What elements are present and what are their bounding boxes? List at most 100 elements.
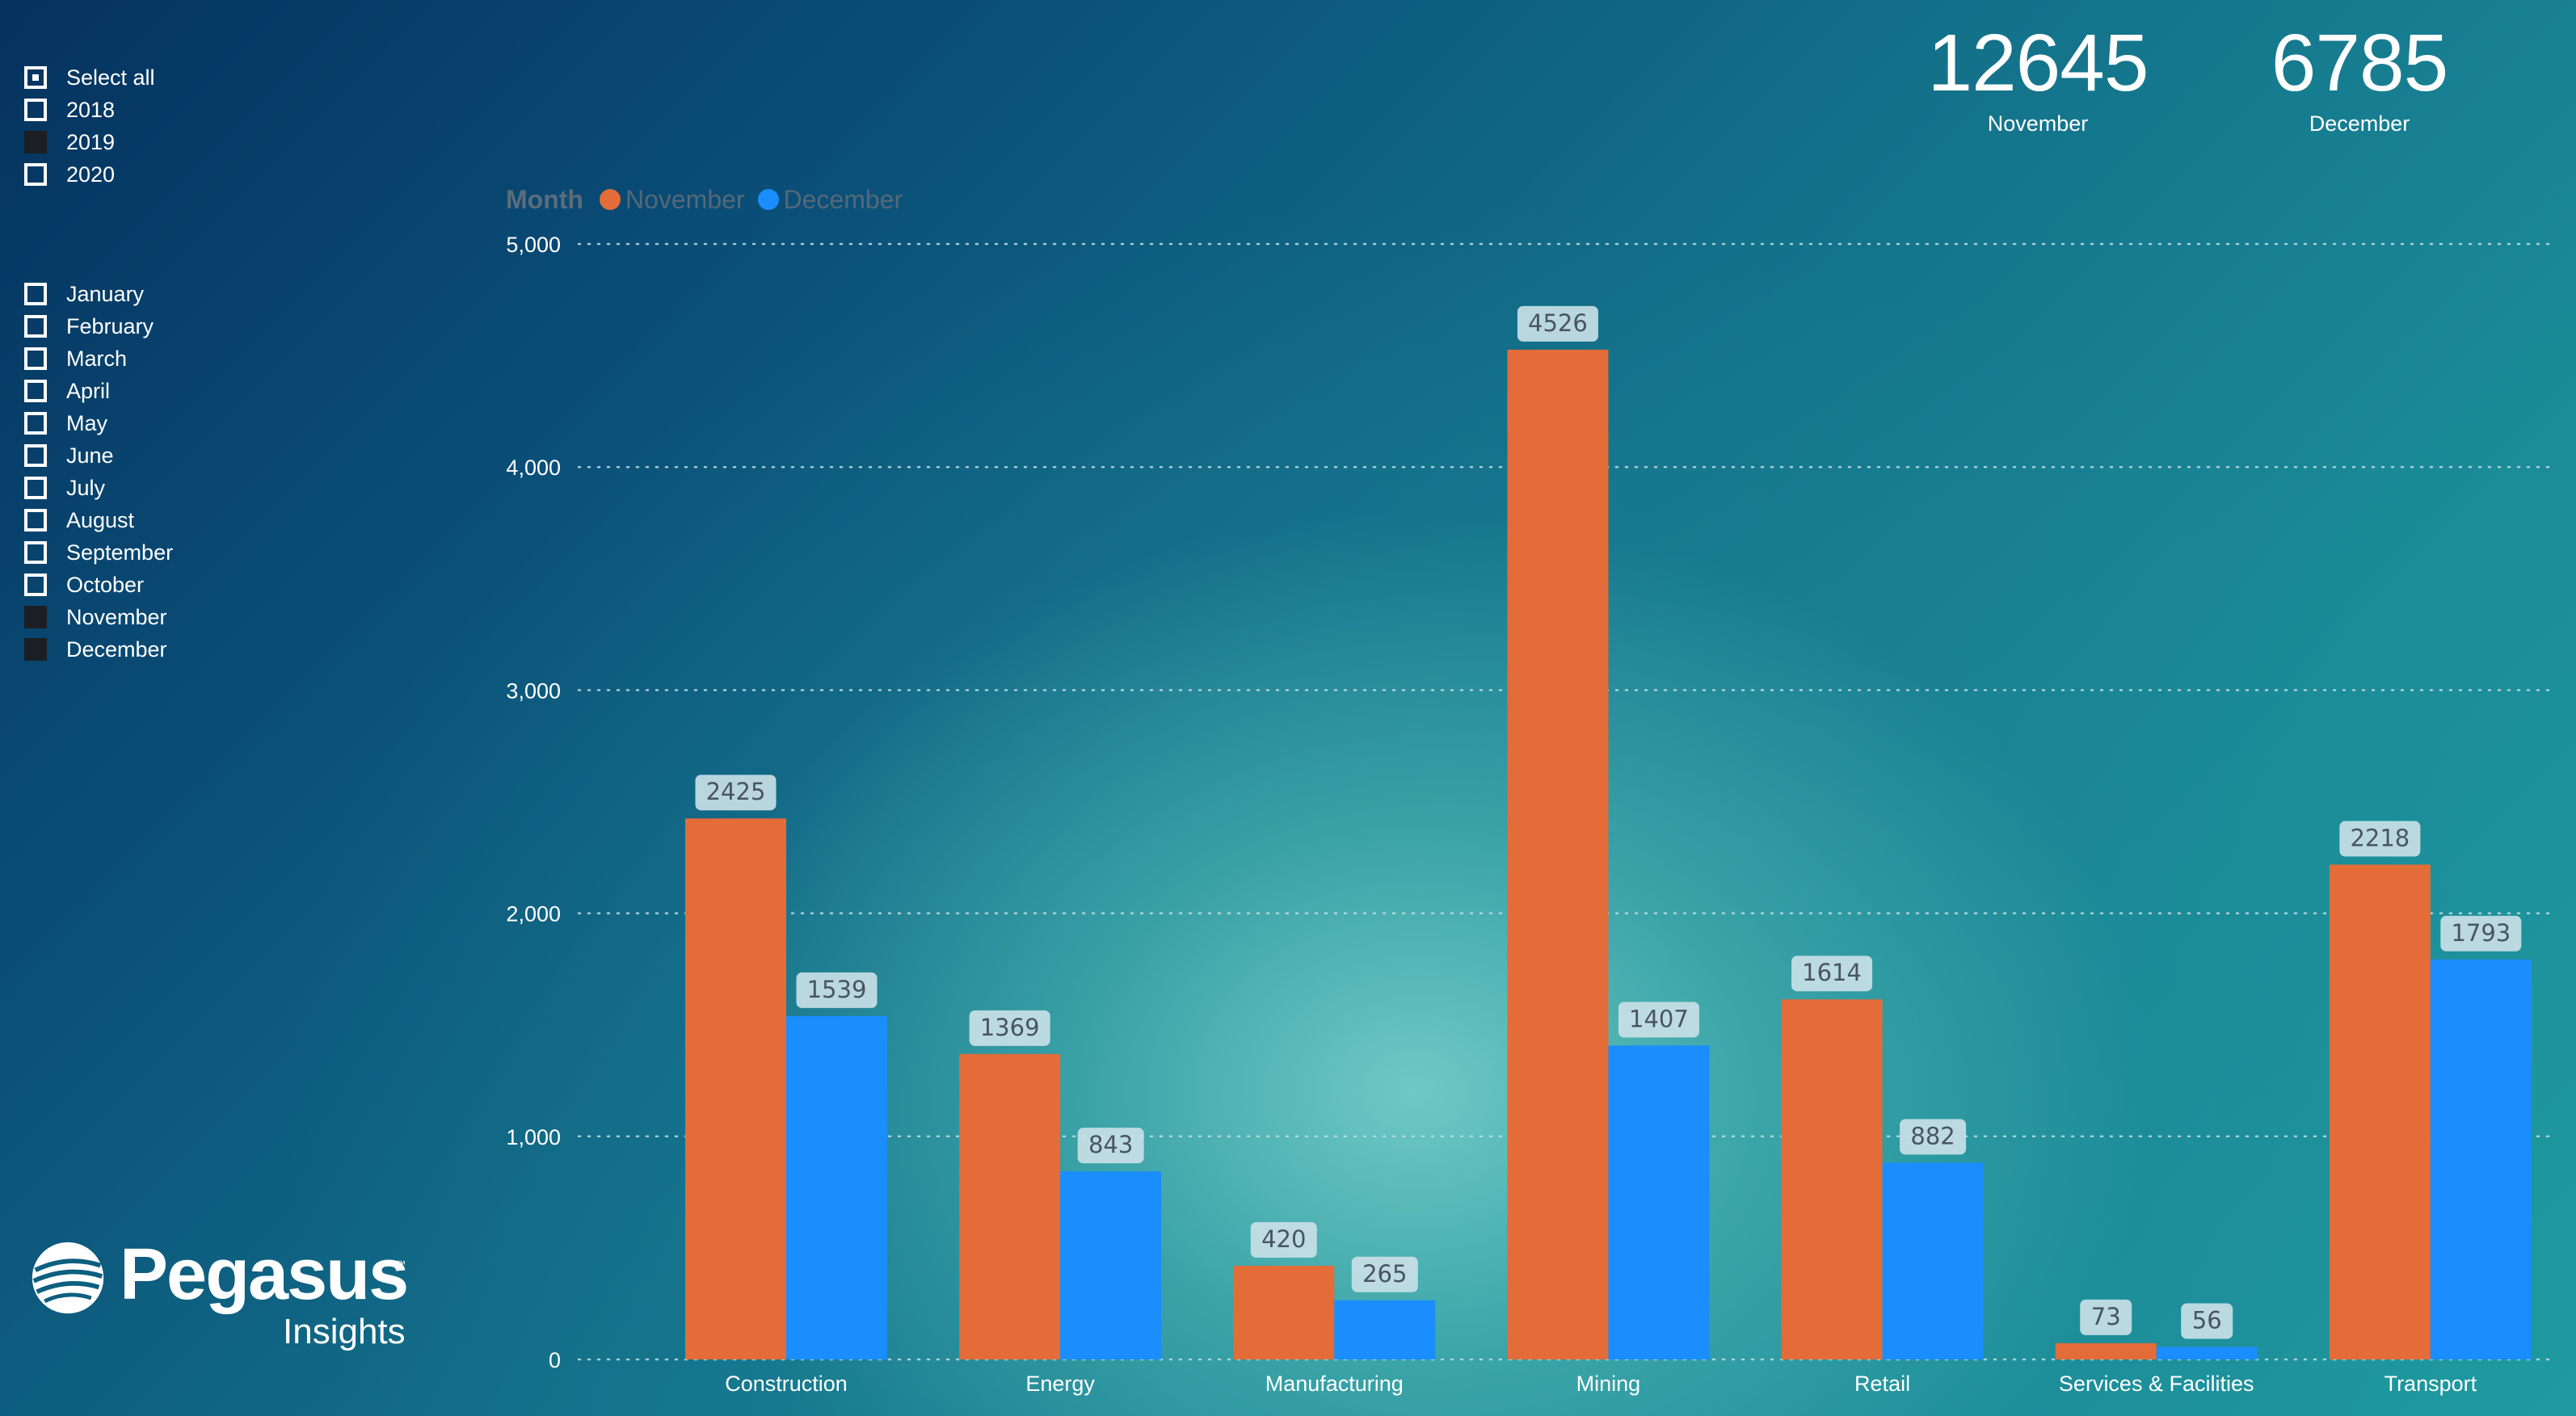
checkbox-icon[interactable] bbox=[24, 131, 47, 153]
month-slicer-item-september[interactable]: September bbox=[24, 536, 173, 569]
year-slicer: Select all 2018 2019 2020 bbox=[24, 61, 155, 191]
year-slicer-item-select-all[interactable]: Select all bbox=[24, 61, 155, 94]
y-tick-label: 0 bbox=[549, 1348, 561, 1372]
month-slicer-item-march[interactable]: March bbox=[24, 342, 173, 375]
logo-trademark: ™ bbox=[396, 1258, 406, 1270]
month-slicer-item-label: July bbox=[66, 476, 106, 500]
data-label-background bbox=[2339, 821, 2421, 857]
data-label: 1369 bbox=[980, 1014, 1040, 1041]
bar-november bbox=[1781, 999, 1883, 1359]
data-label: 265 bbox=[1362, 1260, 1407, 1288]
x-tick-label: Services & Facilities bbox=[2059, 1372, 2254, 1396]
logo-wordmark: Pegasus bbox=[120, 1234, 409, 1315]
month-slicer-item-december[interactable]: December bbox=[24, 633, 173, 666]
month-slicer-item-april[interactable]: April bbox=[24, 375, 173, 407]
data-label-background bbox=[2181, 1303, 2233, 1339]
data-label-background bbox=[1517, 305, 1598, 342]
data-label-background bbox=[1791, 956, 1873, 992]
bar-december bbox=[1608, 1045, 1710, 1359]
bar-december bbox=[1334, 1300, 1436, 1359]
month-slicer-item-label: June bbox=[66, 443, 114, 468]
checkbox-icon[interactable] bbox=[24, 66, 47, 89]
x-tick-label: Construction bbox=[725, 1372, 848, 1396]
checkbox-icon[interactable] bbox=[24, 412, 47, 435]
year-slicer-item-2020[interactable]: 2020 bbox=[24, 158, 155, 191]
legend-dot-december bbox=[757, 189, 779, 210]
month-slicer-item-october[interactable]: October bbox=[24, 569, 173, 601]
legend-item-december[interactable]: December bbox=[757, 184, 903, 215]
bar-november bbox=[1233, 1265, 1335, 1359]
month-slicer-item-label: April bbox=[66, 379, 111, 403]
chart-legend: Month November December bbox=[506, 181, 915, 218]
x-tick-label: Retail bbox=[1854, 1372, 1910, 1396]
data-label-background bbox=[1618, 1002, 1699, 1038]
pegasus-logo: Pegasus ™ Insights bbox=[29, 1234, 417, 1363]
logo-subtitle: Insights bbox=[283, 1312, 406, 1351]
checkbox-icon[interactable] bbox=[24, 606, 47, 628]
checkbox-icon[interactable] bbox=[24, 283, 47, 305]
bar-december bbox=[1060, 1171, 1162, 1359]
year-slicer-item-2019[interactable]: 2019 bbox=[24, 126, 155, 158]
checkbox-icon[interactable] bbox=[24, 574, 47, 596]
checkbox-icon[interactable] bbox=[24, 163, 47, 186]
month-slicer-item-june[interactable]: June bbox=[24, 439, 173, 472]
data-label-background bbox=[2080, 1299, 2132, 1335]
kpi-december-label: December bbox=[2309, 111, 2410, 136]
legend-label-december: December bbox=[783, 184, 903, 214]
checkbox-icon[interactable] bbox=[24, 509, 47, 532]
bar-december bbox=[786, 1015, 887, 1359]
data-label-background bbox=[969, 1010, 1050, 1046]
x-tick-label: Mining bbox=[1576, 1372, 1641, 1396]
data-label: 843 bbox=[1088, 1131, 1133, 1158]
month-slicer-item-november[interactable]: November bbox=[24, 601, 173, 633]
checkbox-icon[interactable] bbox=[24, 638, 47, 661]
month-slicer: January February March April May June July Augu… bbox=[24, 278, 173, 666]
year-slicer-item-label: Select all bbox=[66, 65, 155, 90]
checkbox-icon[interactable] bbox=[24, 541, 47, 564]
bar-november bbox=[685, 818, 786, 1359]
month-slicer-item-july[interactable]: July bbox=[24, 472, 173, 504]
data-label-background bbox=[796, 972, 878, 1008]
data-label-background bbox=[1250, 1221, 1317, 1258]
x-tick-label: Transport bbox=[2384, 1372, 2477, 1396]
year-slicer-item-label: 2018 bbox=[66, 98, 116, 122]
checkbox-icon[interactable] bbox=[24, 380, 47, 402]
year-slicer-item-label: 2019 bbox=[66, 130, 116, 154]
data-label: 882 bbox=[1910, 1122, 1955, 1149]
kpi-december-value: 6785 bbox=[2271, 18, 2448, 108]
y-tick-label: 2,000 bbox=[506, 902, 561, 926]
bar-december bbox=[2156, 1347, 2258, 1359]
data-label-background bbox=[1077, 1128, 1144, 1164]
month-slicer-item-label: September bbox=[66, 540, 174, 565]
month-slicer-item-august[interactable]: August bbox=[24, 504, 173, 536]
data-label-background bbox=[1351, 1256, 1418, 1292]
month-slicer-item-label: May bbox=[66, 411, 108, 435]
kpi-november: 12645 November bbox=[1892, 15, 2183, 136]
y-tick-label: 3,000 bbox=[506, 679, 561, 703]
data-label-background bbox=[1900, 1119, 1967, 1155]
data-label: 2425 bbox=[706, 778, 766, 805]
month-slicer-item-january[interactable]: January bbox=[24, 278, 173, 310]
checkbox-icon[interactable] bbox=[24, 347, 47, 370]
year-slicer-item-2018[interactable]: 2018 bbox=[24, 94, 155, 126]
checkbox-icon[interactable] bbox=[24, 477, 47, 499]
legend-title: Month bbox=[506, 184, 583, 214]
month-slicer-item-label: October bbox=[66, 573, 145, 597]
legend-item-november[interactable]: November bbox=[599, 184, 745, 215]
legend-label-november: November bbox=[625, 184, 745, 214]
data-label: 1614 bbox=[1802, 959, 1862, 986]
y-tick-label: 5,000 bbox=[506, 233, 561, 257]
checkbox-icon[interactable] bbox=[24, 99, 47, 121]
month-slicer-item-february[interactable]: February bbox=[24, 310, 173, 342]
data-label: 420 bbox=[1261, 1225, 1306, 1253]
bar-november bbox=[2329, 864, 2431, 1359]
checkbox-icon[interactable] bbox=[24, 315, 47, 338]
pegasus-globe-icon bbox=[32, 1242, 104, 1314]
month-slicer-item-may[interactable]: May bbox=[24, 407, 173, 439]
kpi-november-label: November bbox=[1987, 111, 2089, 136]
data-label-background bbox=[2440, 915, 2522, 952]
month-slicer-item-label: March bbox=[66, 347, 128, 371]
checkbox-icon[interactable] bbox=[24, 444, 47, 467]
bar-november bbox=[2055, 1342, 2157, 1359]
